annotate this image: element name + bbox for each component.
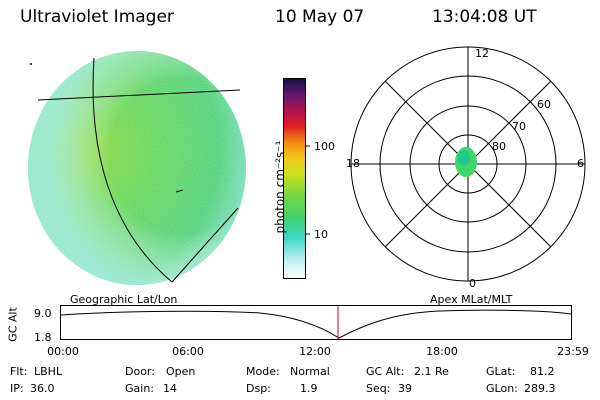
colorbar-unit-label: photon cm⁻²s⁻¹ bbox=[273, 140, 287, 234]
altitude-tick-9: 9.0 bbox=[34, 307, 52, 320]
status-flt-key: Flt: bbox=[10, 365, 28, 378]
status-dsp-key: Dsp: bbox=[246, 382, 271, 395]
status-gcalt-key: GC Alt: bbox=[366, 365, 405, 378]
latitude-line bbox=[37, 89, 241, 101]
status-flt-value: LBHL bbox=[34, 365, 63, 378]
auroral-spot-core bbox=[458, 150, 470, 166]
status-gain-key: Gain: bbox=[125, 382, 154, 395]
altitude-tick-1.8: 1.8 bbox=[34, 331, 52, 344]
mlt-label-0: 0 bbox=[469, 277, 476, 290]
lat-label-60: 60 bbox=[537, 98, 551, 111]
color-scale-bar bbox=[283, 78, 310, 279]
colorbar-tick-label-10: 10 bbox=[314, 228, 328, 241]
mlt-label-18: 18 bbox=[346, 157, 360, 170]
date-label: 10 May 07 bbox=[275, 7, 365, 27]
time-tick-0600: 06:00 bbox=[172, 345, 204, 358]
status-ip-value: 36.0 bbox=[30, 382, 55, 395]
geographic-image bbox=[28, 51, 246, 285]
polar-plot bbox=[350, 46, 586, 282]
colorbar-tick-label-100: 100 bbox=[314, 140, 335, 153]
mlt-label-12: 12 bbox=[475, 47, 489, 60]
status-glon-value: 289.3 bbox=[524, 382, 556, 395]
time-label: 13:04:08 UT bbox=[432, 7, 537, 27]
status-mode-value: Normal bbox=[290, 365, 330, 378]
status-glat-key: GLat: bbox=[486, 365, 516, 378]
geographic-title: Geographic Lat/Lon bbox=[70, 293, 178, 306]
time-tick-2359: 23:59 bbox=[557, 345, 589, 358]
status-door-key: Door: bbox=[125, 365, 155, 378]
disk-speckle bbox=[28, 51, 246, 285]
status-mode-key: Mode: bbox=[246, 365, 280, 378]
altitude-plot bbox=[60, 305, 572, 340]
status-door-value: Open bbox=[166, 365, 196, 378]
lat-label-70: 70 bbox=[512, 120, 526, 133]
status-seq-value: 39 bbox=[398, 382, 412, 395]
meridian-line bbox=[92, 57, 173, 283]
status-glat-value: 81.2 bbox=[530, 365, 555, 378]
time-tick-0000: 00:00 bbox=[47, 345, 79, 358]
time-tick-1200: 12:00 bbox=[299, 345, 331, 358]
status-dsp-value: 1.9 bbox=[300, 382, 318, 395]
dot-mark bbox=[30, 63, 32, 65]
status-gcalt-value: 2.1 Re bbox=[414, 365, 449, 378]
status-ip-key: IP: bbox=[10, 382, 24, 395]
meridian-line-2 bbox=[171, 207, 239, 283]
instrument-title: Ultraviolet Imager bbox=[20, 7, 174, 27]
mlt-label-6: 6 bbox=[577, 157, 584, 170]
apex-title: Apex MLat/MLT bbox=[430, 293, 513, 306]
lat-label-80: 80 bbox=[492, 140, 506, 153]
status-seq-key: Seq: bbox=[366, 382, 391, 395]
status-gain-value: 14 bbox=[163, 382, 177, 395]
time-tick-1800: 18:00 bbox=[426, 345, 458, 358]
tick-mark bbox=[175, 189, 184, 193]
altitude-axis-label: GC Alt bbox=[6, 307, 20, 342]
altitude-curve bbox=[60, 309, 572, 339]
status-glon-key: GLon: bbox=[486, 382, 518, 395]
